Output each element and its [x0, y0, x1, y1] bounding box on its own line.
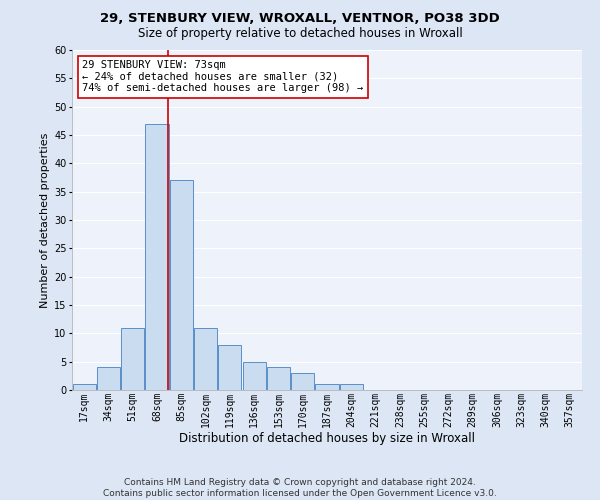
Bar	[267, 368, 290, 390]
Bar	[194, 328, 217, 390]
Bar	[73, 384, 95, 390]
Bar	[121, 328, 144, 390]
Bar	[145, 124, 169, 390]
Bar	[340, 384, 363, 390]
Text: Size of property relative to detached houses in Wroxall: Size of property relative to detached ho…	[137, 28, 463, 40]
Bar	[170, 180, 193, 390]
Bar	[291, 373, 314, 390]
X-axis label: Distribution of detached houses by size in Wroxall: Distribution of detached houses by size …	[179, 432, 475, 445]
Y-axis label: Number of detached properties: Number of detached properties	[40, 132, 50, 308]
Bar	[218, 344, 241, 390]
Bar	[97, 368, 120, 390]
Bar	[242, 362, 266, 390]
Bar	[316, 384, 338, 390]
Text: Contains HM Land Registry data © Crown copyright and database right 2024.
Contai: Contains HM Land Registry data © Crown c…	[103, 478, 497, 498]
Text: 29, STENBURY VIEW, WROXALL, VENTNOR, PO38 3DD: 29, STENBURY VIEW, WROXALL, VENTNOR, PO3…	[100, 12, 500, 26]
Text: 29 STENBURY VIEW: 73sqm
← 24% of detached houses are smaller (32)
74% of semi-de: 29 STENBURY VIEW: 73sqm ← 24% of detache…	[82, 60, 364, 94]
